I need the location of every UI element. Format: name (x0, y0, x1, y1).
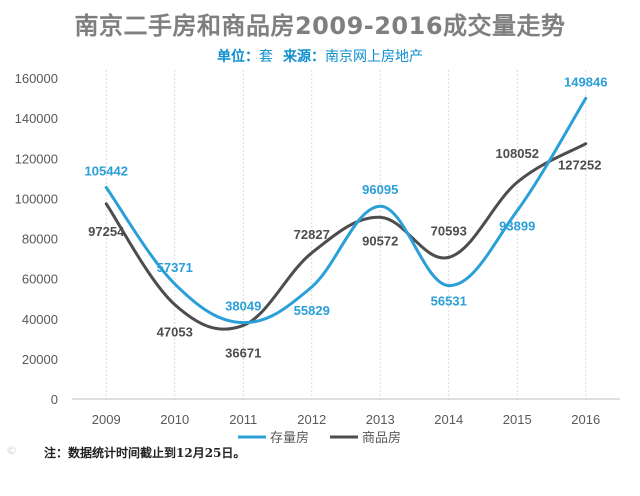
data-label-s2-2012: 72827 (294, 227, 330, 242)
data-label-s1-2015: 93899 (499, 219, 535, 234)
y-tick-label-0: 0 (51, 392, 58, 407)
chart-subtitle: 单位：套 来源：南京网上房地产 (0, 46, 640, 66)
y-tick-label-160000: 160000 (15, 71, 58, 86)
x-tick-label-2012: 2012 (297, 412, 326, 427)
data-label-s2-2014: 70593 (431, 223, 467, 238)
chart-title: 南京二手房和商品房2009-2016成交量走势 (74, 12, 566, 40)
data-label-s2-2016: 127252 (558, 158, 601, 173)
source-label: 来源： (283, 49, 325, 65)
x-tick-label-2009: 2009 (92, 412, 121, 427)
data-label-s1-2009: 105442 (85, 163, 128, 178)
x-tick-label-2010: 2010 (160, 412, 189, 427)
data-label-s1-2013: 96095 (362, 182, 398, 197)
unit-value: 套 (259, 49, 273, 65)
source-value: 南京网上房地产 (325, 49, 423, 65)
y-tick-label-20000: 20000 (22, 352, 58, 367)
y-tick-label-80000: 80000 (22, 232, 58, 247)
legend-label-2: 商品房 (362, 430, 401, 446)
x-tick-label-2011: 2011 (229, 412, 257, 427)
legend-label-1: 存量房 (270, 430, 309, 446)
data-label-s1-2014: 56531 (431, 294, 467, 309)
series-line-1 (104, 96, 588, 325)
x-tick-label-2013: 2013 (366, 412, 395, 427)
x-tick-label-2015: 2015 (503, 412, 532, 427)
x-tick-label-2014: 2014 (434, 412, 463, 427)
y-tick-label-140000: 140000 (15, 111, 58, 126)
x-tick-label-2016: 2016 (571, 412, 600, 427)
series-line-2 (104, 142, 588, 331)
data-label-s2-2009: 97254 (88, 224, 125, 239)
data-label-s2-2015: 108052 (496, 146, 539, 161)
data-label-s1-2012: 55829 (294, 303, 330, 318)
data-label-s1-2010: 57371 (157, 260, 193, 275)
data-label-s2-2011: 36671 (225, 345, 261, 360)
watermark-logo: © (6, 444, 17, 457)
y-tick-label-120000: 120000 (15, 151, 58, 166)
data-label-s1-2016: 149846 (564, 74, 607, 89)
y-tick-label-60000: 60000 (22, 272, 58, 287)
data-label-s2-2010: 47053 (157, 325, 193, 340)
data-label-s2-2013: 90572 (362, 233, 398, 248)
y-tick-label-40000: 40000 (22, 312, 58, 327)
data-label-s1-2011: 38049 (225, 299, 261, 314)
y-tick-label-100000: 100000 (15, 191, 58, 206)
footnote: 注：数据统计时间截止到12月25日。 (44, 446, 246, 460)
unit-label: 单位： (217, 49, 259, 65)
